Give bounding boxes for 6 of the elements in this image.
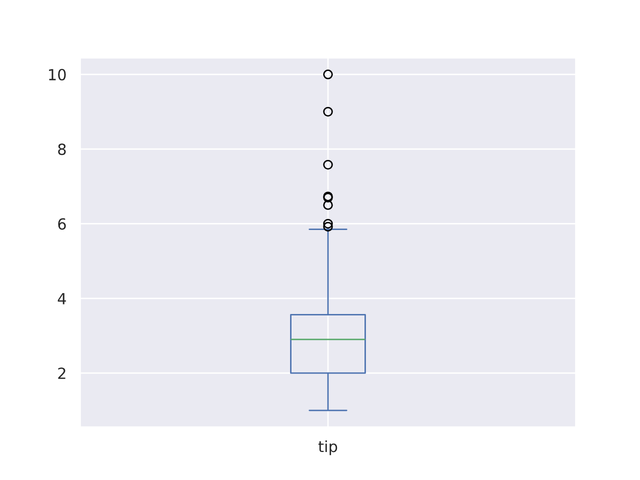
x-tick-label: tip xyxy=(318,440,338,456)
y-tick-label: 6 xyxy=(58,218,66,230)
y-tick-label: 2 xyxy=(58,368,66,379)
y-tick-label: 4 xyxy=(58,293,66,304)
y-tick-label: 8 xyxy=(58,144,66,156)
y-tick-label: 10 xyxy=(49,68,66,80)
